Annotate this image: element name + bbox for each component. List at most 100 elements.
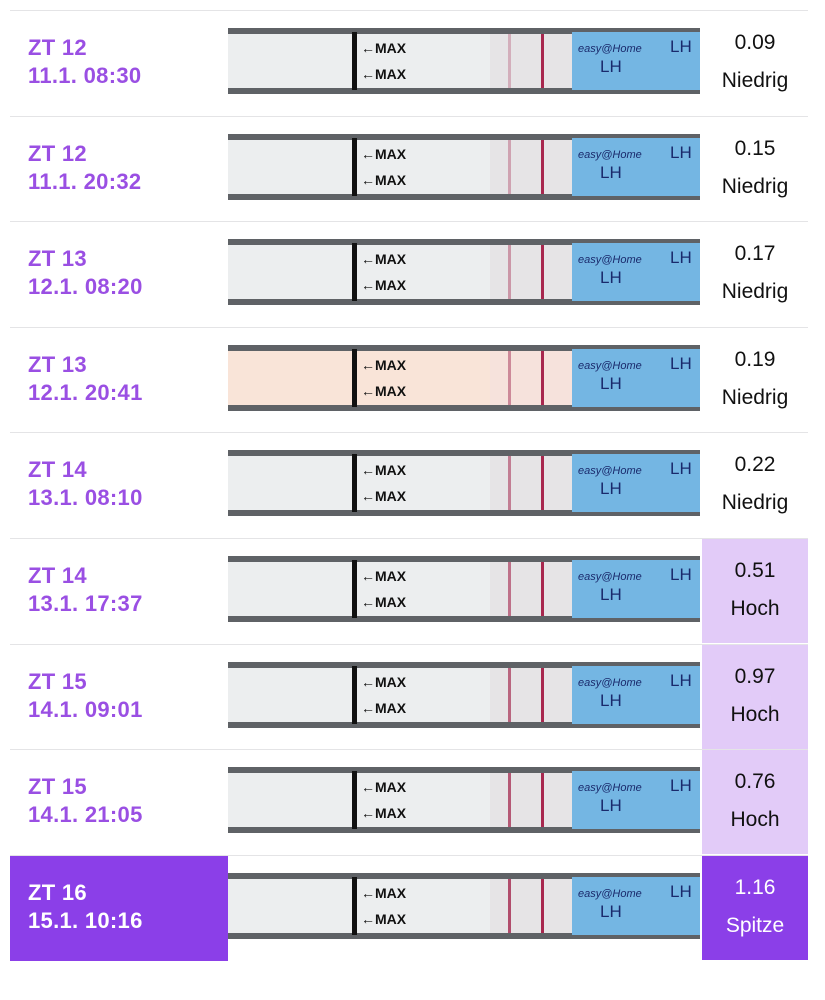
brand-label: easy@Home — [578, 254, 642, 266]
test-strip: ←MAX ←MAX easy@Home LH LH — [228, 133, 700, 200]
lh-label: LH — [670, 459, 692, 478]
cycle-day: ZT 16 — [28, 879, 87, 905]
brand-area — [572, 771, 700, 830]
cycle-day: ZT 12 — [28, 140, 87, 166]
lh-value: 0.76 — [734, 770, 776, 794]
cycle-day: ZT 14 — [28, 457, 87, 483]
max-label: ←MAX — [361, 674, 407, 690]
max-label: ←MAX — [361, 805, 407, 821]
lh-label: LH — [600, 57, 622, 76]
strip-window — [490, 773, 572, 828]
max-label: ←MAX — [361, 488, 407, 504]
lh-label: LH — [670, 37, 692, 56]
brand-label: easy@Home — [578, 571, 642, 583]
test-strip: ←MAX ←MAX easy@Home LH LH — [228, 344, 700, 411]
lh-label: LH — [670, 354, 692, 373]
lh-value: 1.16 — [734, 875, 776, 899]
max-bar — [352, 665, 357, 724]
max-bar — [352, 560, 357, 618]
lh-value: 0.09 — [734, 31, 776, 54]
test-strip: ←MAX ←MAX easy@Home LH LH — [228, 767, 700, 834]
label-cell: ZT 13 12.1. 08:20 — [10, 222, 228, 327]
control-line — [541, 667, 544, 722]
test-strip: ←MAX ←MAX easy@Home LH LH — [228, 239, 700, 306]
max-label: ←MAX — [361, 885, 407, 901]
lh-label: LH — [600, 268, 622, 287]
lh-label: LH — [670, 671, 692, 690]
result-cell: 0.17 Niedrig — [702, 222, 808, 326]
test-row: ZT 14 13.1. 17:37 0.51 Hoch ←MAX ←MAX easy@Hom… — [0, 538, 825, 644]
lh-label: LH — [670, 248, 692, 267]
control-line — [541, 350, 544, 405]
separator — [10, 10, 808, 11]
strip-window — [490, 245, 572, 300]
label-cell: ZT 16 15.1. 10:16 — [10, 855, 228, 961]
test-line — [508, 34, 511, 88]
lh-level: Hoch — [730, 808, 780, 832]
cycle-day: ZT 15 — [28, 774, 87, 800]
result-cell: 0.19 Niedrig — [702, 328, 808, 432]
result-cell: 0.97 Hoch — [702, 644, 808, 749]
max-bar — [352, 137, 357, 196]
test-strip: ←MAX ←MAX easy@Home LH LH — [228, 556, 700, 622]
lh-value: 0.15 — [734, 136, 776, 160]
brand-area — [572, 348, 700, 407]
lh-level: Niedrig — [721, 491, 789, 515]
brand-label: easy@Home — [578, 677, 642, 689]
brand-label: easy@Home — [578, 360, 642, 372]
test-strip: ←MAX ←MAX easy@Home LH LH — [228, 661, 700, 728]
max-bar — [352, 771, 357, 830]
max-label: ←MAX — [361, 172, 407, 188]
test-time: 13.1. 08:10 — [28, 485, 143, 511]
strip-window — [490, 34, 572, 88]
max-label: ←MAX — [361, 911, 407, 927]
cycle-day: ZT 15 — [28, 668, 87, 694]
max-label: ←MAX — [361, 357, 407, 373]
max-label: ←MAX — [361, 251, 407, 267]
lh-level: Hoch — [730, 597, 780, 620]
lh-value: 0.19 — [734, 347, 776, 371]
separator — [10, 432, 808, 434]
max-label: ←MAX — [361, 146, 407, 162]
result-cell: 0.51 Hoch — [702, 539, 808, 643]
test-line — [508, 878, 511, 933]
test-line — [508, 773, 511, 828]
control-line — [541, 878, 544, 933]
lh-level: Niedrig — [721, 174, 789, 198]
result-cell: 0.76 Hoch — [702, 750, 808, 855]
lh-value: 0.22 — [734, 453, 776, 477]
result-cell: 0.22 Niedrig — [702, 433, 808, 537]
brand-area — [572, 665, 700, 724]
max-label: ←MAX — [361, 568, 407, 584]
separator — [10, 749, 808, 751]
brand-area — [572, 454, 700, 513]
test-row: ZT 14 13.1. 08:10 0.22 Niedrig ←MAX ←MAX easy@… — [0, 432, 825, 538]
lh-level: Spitze — [725, 913, 785, 937]
cycle-day: ZT 12 — [28, 35, 87, 60]
brand-area — [572, 243, 700, 302]
lh-label: LH — [600, 479, 622, 498]
lh-value: 0.51 — [734, 559, 776, 582]
test-time: 13.1. 17:37 — [28, 591, 143, 616]
label-cell: ZT 14 13.1. 17:37 — [10, 539, 228, 644]
lh-level: Hoch — [730, 702, 780, 726]
max-label: ←MAX — [361, 383, 407, 399]
strip-window — [490, 456, 572, 511]
brand-label: easy@Home — [578, 465, 642, 477]
brand-area — [572, 137, 700, 196]
cycle-day: ZT 13 — [28, 246, 87, 272]
test-line — [508, 139, 511, 194]
label-cell: ZT 13 12.1. 20:41 — [10, 328, 228, 433]
strip-window — [490, 562, 572, 616]
max-label: ←MAX — [361, 594, 407, 610]
cycle-day: ZT 13 — [28, 351, 87, 377]
max-bar — [352, 243, 357, 302]
label-cell: ZT 15 14.1. 09:01 — [10, 645, 228, 750]
max-bar — [352, 32, 357, 90]
test-strip: ←MAX ←MAX easy@Home LH LH — [228, 450, 700, 517]
separator — [10, 643, 808, 645]
test-time: 14.1. 09:01 — [28, 696, 143, 722]
separator — [10, 538, 808, 539]
test-row: ZT 12 11.1. 20:32 0.15 Niedrig ←MAX ←MAX easy@… — [0, 115, 825, 222]
max-bar — [352, 454, 357, 513]
